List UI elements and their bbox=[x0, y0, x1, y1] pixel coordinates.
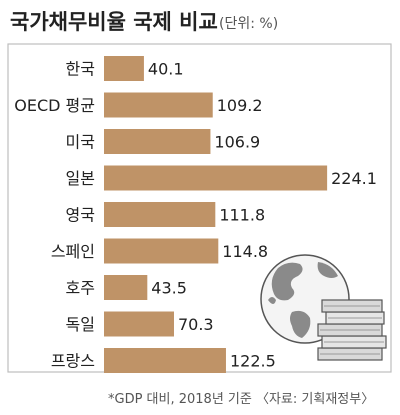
value-label: 122.5 bbox=[230, 352, 276, 371]
value-label: 70.3 bbox=[178, 315, 214, 334]
category-label: OECD 평균 bbox=[14, 96, 95, 115]
bars-group: 한국 40.1 OECD 평균 109.2 미국 106.9 일본 224.1 영국 111.8 스… bbox=[14, 56, 377, 373]
value-label: 40.1 bbox=[148, 60, 184, 79]
category-label: 스페인 bbox=[51, 242, 95, 261]
bar bbox=[104, 202, 216, 227]
value-label: 43.5 bbox=[151, 279, 187, 298]
bar bbox=[104, 275, 148, 300]
category-label: 미국 bbox=[66, 133, 95, 152]
bar bbox=[104, 348, 226, 373]
value-label: 224.1 bbox=[331, 169, 377, 188]
category-label: 한국 bbox=[66, 60, 95, 79]
unit-note: (단위: %) bbox=[219, 16, 278, 32]
bar bbox=[104, 238, 219, 264]
category-label: 일본 bbox=[66, 169, 95, 188]
value-label: 109.2 bbox=[217, 96, 263, 115]
category-label: 영국 bbox=[66, 206, 95, 225]
chart-title: 국가채무비율 국제 비교 bbox=[10, 10, 218, 34]
bar bbox=[104, 129, 211, 154]
category-label: 독일 bbox=[66, 315, 95, 334]
bar bbox=[104, 92, 213, 118]
category-label: 호주 bbox=[66, 279, 95, 298]
bar bbox=[104, 56, 144, 81]
money-stack-icon bbox=[317, 299, 387, 361]
category-label: 프랑스 bbox=[51, 352, 95, 371]
bar bbox=[104, 165, 328, 191]
footnote: *GDP 대비, 2018년 기준 〈자료: 기획재정부〉 bbox=[108, 392, 374, 407]
value-label: 114.8 bbox=[222, 242, 268, 261]
value-label: 106.9 bbox=[214, 133, 260, 152]
value-label: 111.8 bbox=[219, 206, 265, 225]
bar bbox=[104, 311, 174, 337]
